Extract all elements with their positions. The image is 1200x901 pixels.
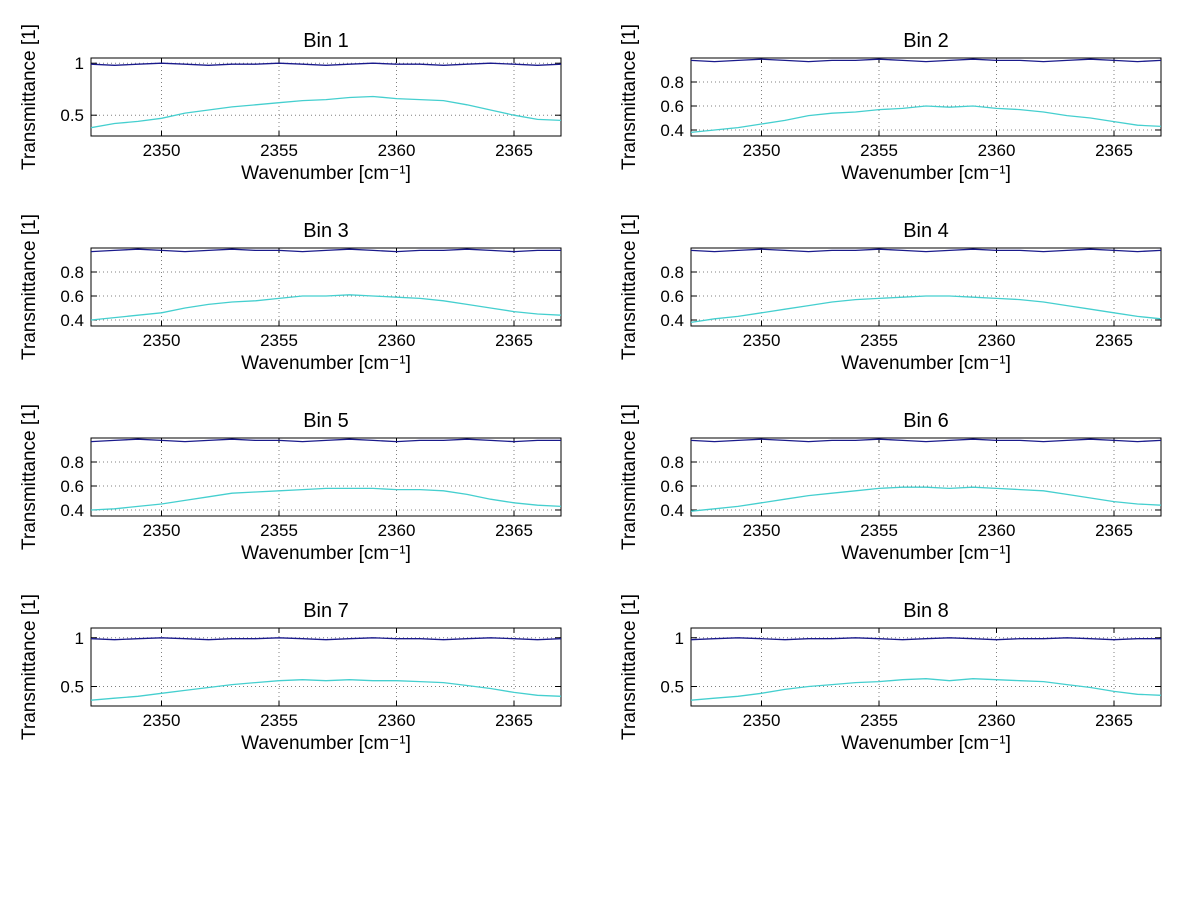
plot-canvas: 2350 2355 2360 2365 0.5 1 [660, 627, 1162, 730]
svg-text:1: 1 [675, 629, 684, 648]
subplot-bin-2: Bin 2 2350 2355 2360 2365 0.4 0.6 0.8 Wavenumb… [616, 24, 1176, 188]
svg-text:0.4: 0.4 [660, 311, 684, 330]
y-axis-label: Transmittance [1] [619, 23, 640, 171]
plot-title: Bin 1 [303, 30, 349, 52]
y-axis-label: Transmittance [1] [619, 593, 640, 741]
svg-text:2365: 2365 [495, 141, 533, 160]
svg-text:2360: 2360 [378, 141, 416, 160]
svg-text:2350: 2350 [743, 521, 781, 540]
svg-text:0.4: 0.4 [660, 501, 684, 520]
svg-text:0.6: 0.6 [660, 477, 684, 496]
x-axis-label: Wavenumber [cm⁻¹] [841, 163, 1011, 184]
svg-text:0.6: 0.6 [60, 287, 84, 306]
svg-text:2360: 2360 [978, 141, 1016, 160]
svg-text:2360: 2360 [378, 711, 416, 730]
plot-canvas: 2350 2355 2360 2365 0.4 0.6 0.8 [660, 247, 1162, 350]
subplot-bin-8: Bin 8 2350 2355 2360 2365 0.5 1 Wavenumber [c… [616, 594, 1176, 758]
subplot-bin-3: Bin 3 2350 2355 2360 2365 0.4 0.6 0.8 Wavenumb… [16, 214, 576, 378]
svg-text:0.5: 0.5 [60, 678, 84, 697]
svg-text:2360: 2360 [378, 521, 416, 540]
svg-text:0.8: 0.8 [60, 263, 84, 282]
svg-text:2355: 2355 [860, 141, 898, 160]
svg-text:2350: 2350 [743, 331, 781, 350]
svg-text:1: 1 [75, 629, 84, 648]
svg-text:1: 1 [75, 54, 84, 73]
plot-title: Bin 4 [903, 220, 949, 242]
svg-text:2365: 2365 [495, 331, 533, 350]
svg-text:2350: 2350 [743, 711, 781, 730]
svg-text:0.6: 0.6 [660, 97, 684, 116]
svg-text:2355: 2355 [260, 711, 298, 730]
svg-text:2360: 2360 [978, 521, 1016, 540]
plot-title: Bin 6 [903, 410, 949, 432]
x-axis-label: Wavenumber [cm⁻¹] [841, 353, 1011, 374]
x-axis-label: Wavenumber [cm⁻¹] [241, 543, 411, 564]
svg-text:2350: 2350 [143, 141, 181, 160]
svg-text:2350: 2350 [143, 521, 181, 540]
svg-text:0.4: 0.4 [660, 121, 684, 140]
svg-text:0.8: 0.8 [660, 263, 684, 282]
svg-text:2365: 2365 [1095, 711, 1133, 730]
y-axis-label: Transmittance [1] [19, 403, 40, 551]
svg-text:2350: 2350 [143, 711, 181, 730]
subplot-bin-7: Bin 7 2350 2355 2360 2365 0.5 1 Wavenumber [c… [16, 594, 576, 758]
plot-title: Bin 3 [303, 220, 349, 242]
y-axis-label: Transmittance [1] [619, 213, 640, 361]
svg-text:0.4: 0.4 [60, 311, 84, 330]
x-axis-label: Wavenumber [cm⁻¹] [241, 733, 411, 754]
subplot-bin-4: Bin 4 2350 2355 2360 2365 0.4 0.6 0.8 Wavenumb… [616, 214, 1176, 378]
svg-text:2365: 2365 [1095, 141, 1133, 160]
svg-text:2365: 2365 [495, 711, 533, 730]
svg-text:0.4: 0.4 [60, 501, 84, 520]
plot-canvas: 2350 2355 2360 2365 0.4 0.6 0.8 [60, 247, 562, 350]
y-axis-label: Transmittance [1] [19, 593, 40, 741]
plot-title: Bin 2 [903, 30, 949, 52]
y-axis-label: Transmittance [1] [19, 23, 40, 171]
plot-canvas: 2350 2355 2360 2365 0.5 1 [60, 627, 562, 730]
svg-text:2350: 2350 [743, 141, 781, 160]
svg-text:0.5: 0.5 [660, 678, 684, 697]
svg-text:2355: 2355 [860, 711, 898, 730]
plot-title: Bin 7 [303, 600, 349, 622]
svg-text:2365: 2365 [1095, 331, 1133, 350]
svg-text:2360: 2360 [978, 711, 1016, 730]
plot-canvas: 2350 2355 2360 2365 0.4 0.6 0.8 [660, 437, 1162, 540]
plot-title: Bin 8 [903, 600, 949, 622]
svg-text:2365: 2365 [1095, 521, 1133, 540]
plot-canvas: 2350 2355 2360 2365 0.4 0.6 0.8 [60, 437, 562, 540]
svg-text:0.8: 0.8 [660, 73, 684, 92]
svg-text:0.6: 0.6 [660, 287, 684, 306]
plot-title: Bin 5 [303, 410, 349, 432]
svg-text:0.8: 0.8 [660, 453, 684, 472]
y-axis-label: Transmittance [1] [619, 403, 640, 551]
subplot-bin-5: Bin 5 2350 2355 2360 2365 0.4 0.6 0.8 Wavenumb… [16, 404, 576, 568]
svg-text:2355: 2355 [260, 331, 298, 350]
svg-text:0.6: 0.6 [60, 477, 84, 496]
svg-text:2360: 2360 [978, 331, 1016, 350]
x-axis-label: Wavenumber [cm⁻¹] [841, 543, 1011, 564]
figure-grid: Bin 1 2350 2355 2360 2365 0.5 1 Wavenumber [c… [16, 24, 1176, 758]
svg-text:0.5: 0.5 [60, 106, 84, 125]
svg-text:2350: 2350 [143, 331, 181, 350]
svg-text:2360: 2360 [378, 331, 416, 350]
plot-canvas: 2350 2355 2360 2365 0.4 0.6 0.8 [660, 57, 1162, 160]
svg-text:0.8: 0.8 [60, 453, 84, 472]
x-axis-label: Wavenumber [cm⁻¹] [241, 163, 411, 184]
plot-canvas: 2350 2355 2360 2365 0.5 1 [60, 54, 562, 160]
svg-text:2355: 2355 [860, 331, 898, 350]
svg-text:2355: 2355 [260, 521, 298, 540]
svg-text:2355: 2355 [260, 141, 298, 160]
svg-text:2365: 2365 [495, 521, 533, 540]
svg-text:2355: 2355 [860, 521, 898, 540]
x-axis-label: Wavenumber [cm⁻¹] [841, 733, 1011, 754]
subplot-bin-1: Bin 1 2350 2355 2360 2365 0.5 1 Wavenumber [c… [16, 24, 576, 188]
y-axis-label: Transmittance [1] [19, 213, 40, 361]
x-axis-label: Wavenumber [cm⁻¹] [241, 353, 411, 374]
subplot-bin-6: Bin 6 2350 2355 2360 2365 0.4 0.6 0.8 Wavenumb… [616, 404, 1176, 568]
